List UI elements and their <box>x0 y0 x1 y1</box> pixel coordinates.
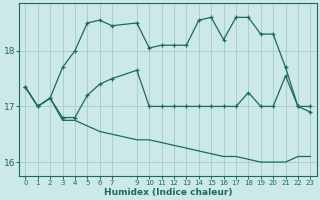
X-axis label: Humidex (Indice chaleur): Humidex (Indice chaleur) <box>104 188 232 197</box>
